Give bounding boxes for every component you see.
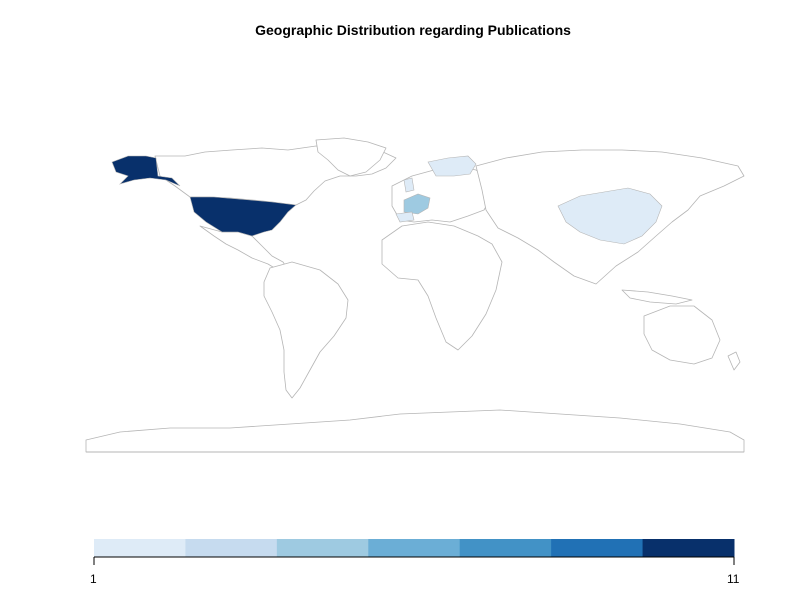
legend-min-label: 1: [90, 572, 97, 586]
australia-region: [643, 305, 721, 365]
legend-bin-6: [551, 539, 644, 557]
greenland-region: [315, 137, 387, 177]
region-china: [557, 187, 663, 245]
legend-bin-7: [642, 539, 735, 557]
region-united-kingdom: [403, 177, 415, 193]
legend-bin-3: [276, 539, 369, 557]
indonesia-region: [621, 289, 693, 305]
region-finland: [427, 155, 477, 177]
legend-bin-1: [94, 539, 186, 557]
new-zealand-region: [727, 351, 741, 371]
legend-bin-4: [368, 539, 461, 557]
region-spain: [395, 211, 415, 223]
region-united-states: [189, 196, 297, 237]
antarctica-region: [85, 409, 745, 453]
south-america-region: [263, 261, 349, 399]
map-title: Geographic Distribution regarding Public…: [255, 22, 571, 38]
legend-bin-5: [459, 539, 552, 557]
legend-max-label: 11: [727, 572, 740, 586]
legend-colorbar: [94, 539, 735, 557]
legend-bin-2: [185, 539, 278, 557]
africa-region: [381, 221, 503, 351]
region-france: [403, 193, 431, 215]
region-alaska: [111, 155, 181, 187]
